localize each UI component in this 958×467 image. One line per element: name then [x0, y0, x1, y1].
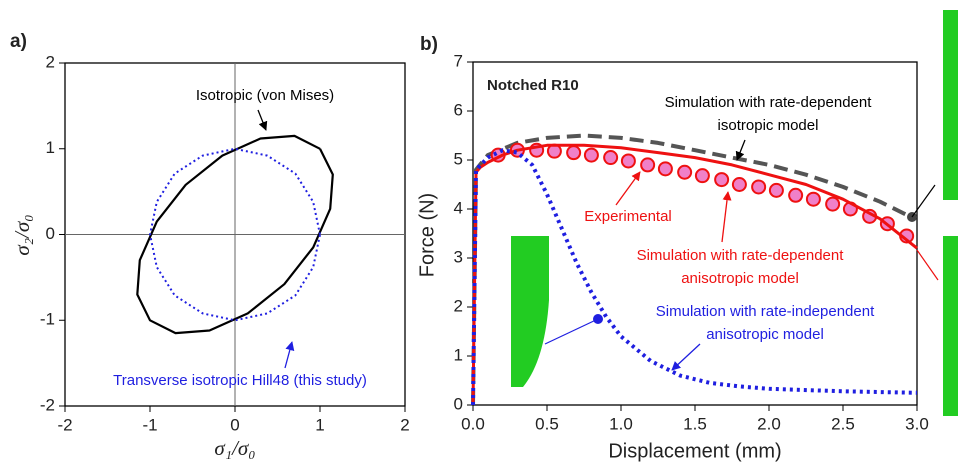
panel-label: b): [420, 34, 438, 55]
series-line: [471, 148, 918, 406]
x-axis-label: Displacement (mm): [608, 440, 781, 462]
y-tick-label: 1: [46, 138, 55, 157]
y-tick-label: 1: [454, 345, 463, 364]
data-point: [694, 168, 710, 184]
x-tick-label: 3.0: [905, 414, 929, 433]
data-point: [603, 150, 619, 166]
data-point: [751, 179, 767, 195]
annotation-arrow: [615, 171, 641, 206]
x-tick-label: 2: [400, 415, 409, 434]
x-tick-label: -2: [57, 415, 72, 434]
y-tick-label: -1: [40, 310, 55, 329]
chart-title: Notched R10: [487, 77, 579, 94]
data-point: [768, 182, 784, 198]
y-tick-label: 0: [46, 224, 55, 243]
annotation-arrow: [284, 341, 295, 369]
y-tick-label: 0: [454, 394, 463, 413]
x-tick-label: 2.5: [831, 414, 855, 433]
annotation-arrow: [671, 343, 701, 371]
specimen-strip: [943, 236, 958, 416]
annotation-arrow: [257, 109, 268, 131]
data-point: [788, 187, 804, 203]
data-point: [620, 153, 636, 169]
annotation: isotropic model: [718, 117, 819, 134]
annotation: Simulation with rate-independent: [656, 303, 875, 320]
data-point: [640, 157, 656, 173]
y-axis-label: σ₂/σ₀: [10, 214, 34, 255]
data-point: [566, 145, 582, 161]
annotation: Transverse isotropic Hill48 (this study): [113, 372, 367, 389]
data-point: [677, 164, 693, 180]
y-tick-label: 3: [454, 247, 463, 266]
annotation: Simulation with rate-dependent: [637, 247, 845, 264]
x-tick-label: 1.0: [609, 414, 633, 433]
y-tick-label: 7: [454, 51, 463, 70]
x-axis-label: σ₁/σ₀: [214, 436, 255, 460]
x-tick-label: 1.5: [683, 414, 707, 433]
pointer-line: [544, 318, 599, 345]
data-point: [731, 177, 747, 192]
pointer-line: [916, 249, 939, 281]
data-point: [583, 147, 599, 163]
y-tick-label: 2: [46, 52, 55, 71]
annotation: Experimental: [584, 208, 672, 225]
x-tick-label: 0: [230, 415, 239, 434]
x-tick-label: 1: [315, 415, 324, 434]
y-tick-label: 6: [454, 100, 463, 119]
data-point: [825, 196, 841, 212]
y-tick-label: 5: [454, 149, 463, 168]
specimen-strip: [943, 10, 958, 200]
series-line: [471, 143, 918, 406]
specimen-inset: [511, 236, 549, 387]
annotation-arrow: [735, 139, 746, 161]
data-point: [714, 172, 730, 188]
annotation: Simulation with rate-dependent: [665, 94, 873, 111]
annotation: Isotropic (von Mises): [196, 87, 334, 104]
x-tick-label: 0.5: [535, 414, 559, 433]
data-point: [657, 161, 673, 177]
annotation: anisotropic model: [706, 326, 824, 343]
y-tick-label: 2: [454, 296, 463, 315]
panel-label: a): [10, 31, 27, 52]
annotation-arrow: [721, 191, 732, 243]
series-line: [149, 147, 321, 322]
x-tick-label: 0.0: [461, 414, 485, 433]
x-tick-label: -1: [142, 415, 157, 434]
series-line: [136, 134, 334, 335]
y-axis-label: Force (N): [416, 193, 438, 277]
pointer-line: [911, 184, 936, 218]
data-point: [805, 191, 821, 207]
x-tick-label: 2.0: [757, 414, 781, 433]
y-tick-label: -2: [40, 395, 55, 414]
annotation: anisotropic model: [681, 270, 799, 287]
y-tick-label: 4: [454, 198, 463, 217]
